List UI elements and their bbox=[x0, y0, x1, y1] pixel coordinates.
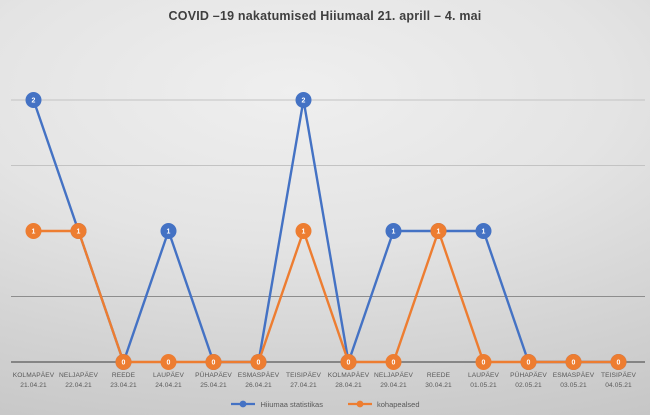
data-point[interactable]: 1 bbox=[25, 223, 42, 239]
data-point[interactable]: 0 bbox=[250, 354, 267, 370]
data-point[interactable]: 1 bbox=[295, 223, 312, 239]
data-point[interactable]: 0 bbox=[205, 354, 222, 370]
svg-text:1: 1 bbox=[32, 229, 36, 236]
legend: Hiiumaa statistikas kohapealsed bbox=[0, 399, 650, 409]
svg-text:1: 1 bbox=[77, 229, 81, 236]
legend-line-marker-icon bbox=[347, 400, 372, 408]
data-point[interactable]: 0 bbox=[385, 354, 402, 370]
data-point[interactable]: 2 bbox=[295, 92, 312, 108]
data-point[interactable]: 0 bbox=[565, 354, 582, 370]
data-point[interactable]: 1 bbox=[475, 223, 492, 239]
data-point[interactable]: 0 bbox=[520, 354, 537, 370]
data-point[interactable]: 0 bbox=[610, 354, 627, 370]
legend-line-marker-icon bbox=[231, 400, 256, 408]
series-line bbox=[32, 99, 619, 366]
svg-text:0: 0 bbox=[617, 360, 621, 367]
legend-item-hiiumaa-statistikas[interactable]: Hiiumaa statistikas bbox=[230, 399, 323, 409]
svg-text:1: 1 bbox=[392, 229, 396, 236]
data-point[interactable]: 1 bbox=[70, 223, 87, 239]
data-point[interactable]: 0 bbox=[340, 354, 357, 370]
svg-text:0: 0 bbox=[212, 360, 216, 367]
data-point[interactable]: 0 bbox=[160, 354, 177, 370]
svg-text:2: 2 bbox=[32, 98, 36, 105]
data-point[interactable]: 1 bbox=[430, 223, 447, 239]
svg-text:0: 0 bbox=[527, 360, 531, 367]
data-point[interactable]: 0 bbox=[475, 354, 492, 370]
svg-text:1: 1 bbox=[302, 229, 306, 236]
svg-text:0: 0 bbox=[122, 360, 126, 367]
svg-text:0: 0 bbox=[347, 360, 351, 367]
svg-text:0: 0 bbox=[167, 360, 171, 367]
legend-label: kohapealsed bbox=[376, 399, 420, 409]
data-point[interactable]: 1 bbox=[160, 223, 177, 239]
svg-text:0: 0 bbox=[572, 360, 576, 367]
svg-text:1: 1 bbox=[482, 229, 486, 236]
chart-title: COVID –19 nakatumised Hiiumaal 21. april… bbox=[168, 9, 482, 23]
legend-label: Hiiumaa statistikas bbox=[260, 399, 323, 409]
svg-text:0: 0 bbox=[482, 360, 486, 367]
svg-text:0: 0 bbox=[257, 360, 261, 367]
svg-text:2: 2 bbox=[302, 98, 306, 105]
svg-text:1: 1 bbox=[167, 229, 171, 236]
svg-text:0: 0 bbox=[392, 360, 396, 367]
data-point[interactable]: 1 bbox=[385, 223, 402, 239]
data-point[interactable]: 2 bbox=[25, 92, 42, 108]
legend-item-kohapealsed[interactable]: kohapealsed bbox=[347, 399, 420, 409]
svg-text:1: 1 bbox=[437, 229, 441, 236]
data-point[interactable]: 0 bbox=[115, 354, 132, 370]
